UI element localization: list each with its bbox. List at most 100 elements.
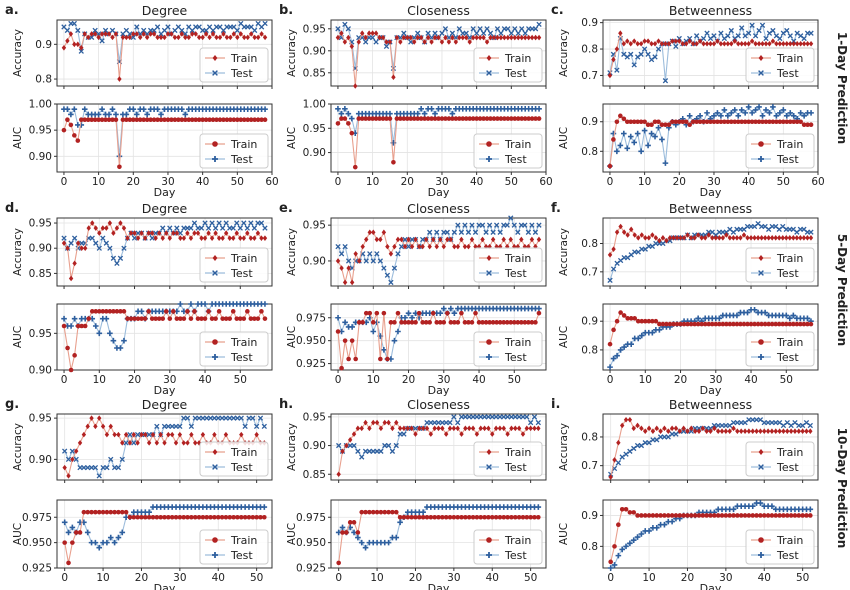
test-series-line [337, 216, 540, 284]
test-point [212, 225, 219, 231]
test-point [188, 423, 195, 430]
train-point [424, 425, 430, 432]
train-point [536, 425, 541, 432]
test-point [395, 251, 401, 257]
train-point [482, 425, 487, 432]
train-point [409, 425, 414, 432]
x-tick-label: 60 [539, 176, 552, 188]
train-point [777, 40, 783, 47]
train-point [415, 116, 420, 121]
test-point [757, 500, 764, 506]
x-tick-label: 40 [196, 176, 209, 188]
test-point [140, 106, 147, 113]
train-point [120, 34, 126, 41]
train-point [66, 560, 71, 566]
train-point [678, 235, 683, 241]
train-point [356, 258, 362, 264]
test-point [65, 529, 72, 536]
train-point [441, 320, 447, 325]
train-point [166, 514, 171, 520]
train-point [360, 30, 365, 36]
train-point [677, 38, 682, 44]
train-point [162, 440, 167, 446]
row-label-1day: 1-Day Prediction [835, 32, 849, 144]
test-point [631, 62, 637, 68]
train-point [118, 309, 123, 314]
test-point [351, 442, 357, 449]
train-point [114, 225, 120, 231]
test-point [385, 539, 392, 546]
train-point [732, 38, 737, 44]
train-point [227, 316, 233, 321]
train-point [206, 230, 211, 236]
test-point [469, 222, 475, 228]
train-point [394, 116, 400, 121]
legend-test-label: Test [230, 153, 253, 166]
train-point [645, 38, 651, 44]
train-point [146, 230, 151, 236]
legend-train-marker [212, 255, 218, 261]
train-point [748, 235, 754, 241]
train-point [82, 117, 88, 122]
train-point [125, 235, 130, 241]
train-point [621, 313, 627, 318]
test-point [385, 442, 392, 449]
train-point [157, 230, 162, 236]
test-point [405, 243, 412, 250]
train-point [73, 530, 79, 535]
train-point [259, 117, 264, 122]
train-point [694, 40, 699, 47]
train-point [501, 425, 506, 432]
train-point [780, 321, 786, 327]
train-point [404, 116, 410, 121]
train-point [791, 321, 796, 327]
y-tick-label: 0.8 [581, 344, 598, 356]
train-point [227, 514, 233, 520]
x-axis-label: Day [154, 186, 176, 199]
train-point [805, 122, 810, 127]
legend-train-label: Train [776, 446, 803, 459]
train-point [607, 252, 613, 258]
train-point [340, 530, 345, 535]
train-point [381, 229, 387, 236]
train-point [512, 116, 518, 121]
test-point [182, 111, 189, 118]
legend-test-marker [212, 354, 218, 360]
train-point [673, 425, 679, 432]
test-point [759, 22, 766, 28]
train-point [725, 119, 731, 125]
train-point [720, 321, 726, 327]
train-point [363, 419, 368, 426]
test-point [756, 104, 762, 110]
test-point [807, 422, 813, 429]
train-point [413, 236, 418, 243]
test-point [116, 153, 123, 160]
train-point [516, 34, 521, 41]
x-axis-label: Day [154, 384, 176, 397]
x-tick-label: 10 [367, 374, 380, 386]
train-point [708, 40, 713, 47]
test-point [783, 312, 790, 319]
train-point [467, 39, 472, 45]
legend-test-label: Test [776, 153, 799, 166]
test-point [335, 26, 341, 32]
train-point [808, 321, 814, 327]
train-point [216, 309, 222, 314]
test-point [615, 460, 622, 466]
train-point [680, 40, 685, 47]
test-point [362, 544, 369, 551]
train-point [445, 236, 450, 243]
train-point [208, 514, 213, 520]
test-point [119, 529, 126, 536]
train-point [399, 236, 404, 243]
panel-title: Degree [142, 3, 188, 18]
train-point [533, 34, 538, 41]
legend-train-marker [212, 55, 218, 61]
legend-test-marker [212, 464, 218, 470]
train-point [144, 34, 150, 41]
test-point [777, 35, 783, 42]
train-point [536, 34, 542, 41]
x-tick-label: 10 [93, 374, 106, 386]
